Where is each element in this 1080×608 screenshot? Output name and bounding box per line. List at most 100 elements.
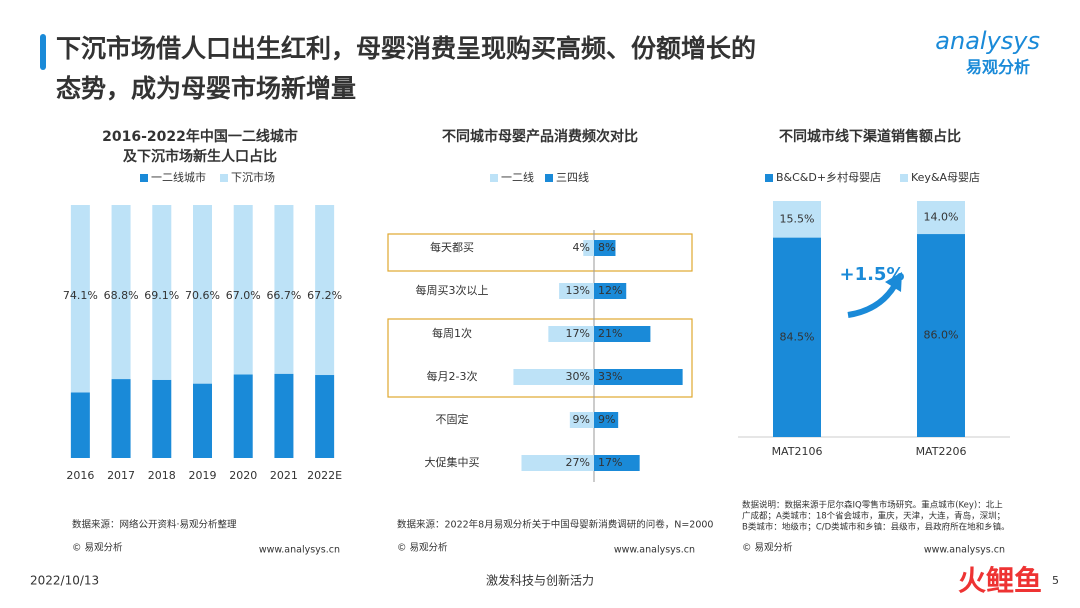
highlight-box (387, 233, 693, 272)
arrow-head (885, 272, 902, 292)
legend-swatch (900, 174, 908, 182)
legend-swatch (490, 174, 498, 182)
brand: 火鲤鱼 (958, 564, 1042, 597)
value-label: 67.2% (307, 289, 342, 302)
value-label: 74.1% (63, 289, 98, 302)
title: 下沉市场借人口出生红利，母婴消费呈现购买高频、份额增长的 (56, 34, 756, 63)
logo-cn: 易观分析 (966, 58, 1030, 77)
bar-segment (274, 205, 294, 374)
value-label: 9% (573, 413, 590, 426)
value-label: 69.1% (144, 289, 179, 302)
annotation: +1.5% (839, 264, 904, 285)
bar (594, 369, 683, 385)
highlight-box (387, 318, 693, 398)
bar-segment (917, 234, 965, 437)
category-label: 每周买3次以上 (416, 283, 489, 297)
value-label: 12% (598, 284, 622, 297)
legend-label: B&C&D+乡村母婴店 (776, 170, 881, 184)
bar (594, 455, 640, 471)
category-label: 每周1次 (432, 326, 472, 340)
legend-swatch (220, 174, 228, 182)
x-tick-label: 2017 (107, 469, 135, 482)
title-accent (40, 34, 46, 70)
value-label: 27% (566, 456, 590, 469)
value-label: 70.6% (185, 289, 220, 302)
title: 态势，成为母婴市场新增量 (56, 74, 356, 103)
legend-label: 三四线 (556, 170, 589, 184)
source: 数据来源：2022年8月易观分析关于中国母婴新消费调研的问卷，N=2000 (397, 519, 713, 531)
source: 广成都；A类城市：18个省会城市，重庆，天津，大连，青岛，深圳； (742, 511, 1005, 522)
bar (569, 412, 594, 428)
bar (594, 283, 627, 299)
value-label: 17% (566, 327, 590, 340)
bar-segment (152, 379, 172, 458)
bar (594, 240, 616, 256)
source: B类城市：地级市；C/D类城市和乡镇：县级市，县政府所在地和乡镇。 (742, 522, 1010, 533)
value-label: 21% (598, 327, 622, 340)
date: 2022/10/13 (30, 574, 99, 588)
x-tick-label: 2019 (189, 469, 217, 482)
value-label: 68.8% (104, 289, 139, 302)
bar-segment (233, 205, 253, 375)
x-tick-label: 2018 (148, 469, 176, 482)
value-label: 15.5% (780, 212, 815, 225)
logo: analysys (935, 27, 1040, 55)
x-tick-label: 2022E (307, 469, 342, 482)
bar-segment (70, 205, 90, 393)
legend-label: Key&A母婴店 (911, 170, 980, 184)
x-tick-label: 2021 (270, 469, 298, 482)
bar-segment (315, 205, 335, 376)
bar-segment (233, 374, 253, 458)
bar (513, 369, 594, 385)
bar (594, 326, 651, 342)
category-label: 每月2-3次 (427, 369, 478, 383)
website: www.analysys.cn (924, 545, 1005, 556)
bar (521, 455, 594, 471)
category-label: 每天都买 (430, 240, 474, 254)
bar-segment (70, 392, 90, 458)
page-number: 5 (1052, 574, 1059, 587)
chart-title: 2016-2022年中国一二线城市 (102, 128, 298, 145)
source: 数据来源：网络公开资料·易观分析整理 (72, 519, 237, 531)
x-tick-label: 2020 (229, 469, 257, 482)
value-label: 86.0% (924, 329, 959, 342)
value-label: 33% (598, 370, 622, 383)
website: www.analysys.cn (259, 545, 340, 556)
legend-swatch (765, 174, 773, 182)
chart-title: 不同城市母婴产品消费频次对比 (442, 128, 638, 145)
x-tick-label: MAT2206 (916, 445, 967, 458)
slogan: 激发科技与创新活力 (486, 573, 594, 588)
source: 数据说明：数据来源于尼尔森IQ零售市场研究。重点城市(Key)：北上 (742, 500, 1003, 511)
bar (548, 326, 594, 342)
value-label: 67.0% (226, 289, 261, 302)
value-label: 14.0% (924, 211, 959, 224)
legend-swatch (545, 174, 553, 182)
bar-segment (274, 373, 294, 458)
legend-label: 一二线城市 (151, 170, 206, 184)
bar-segment (315, 375, 335, 458)
value-label: 84.5% (780, 330, 815, 343)
bar (559, 283, 594, 299)
value-label: 4% (573, 241, 590, 254)
copyright: © 易观分析 (742, 542, 793, 554)
category-label: 大促集中买 (425, 455, 480, 469)
copyright: © 易观分析 (397, 542, 448, 554)
category-label: 不固定 (436, 412, 469, 426)
bar-segment (111, 379, 131, 458)
chart-title: 及下沉市场新生人口占比 (123, 148, 277, 165)
value-label: 13% (566, 284, 590, 297)
bar (594, 412, 619, 428)
bar-segment (193, 205, 212, 384)
website: www.analysys.cn (614, 545, 695, 556)
x-tick-label: MAT2106 (772, 445, 823, 458)
value-label: 17% (598, 456, 622, 469)
value-label: 8% (598, 241, 615, 254)
value-label: 30% (566, 370, 590, 383)
legend-label: 下沉市场 (231, 170, 275, 184)
legend-label: 一二线 (501, 170, 534, 184)
x-tick-label: 2016 (66, 469, 94, 482)
copyright: © 易观分析 (72, 542, 123, 554)
legend-swatch (140, 174, 148, 182)
bar-segment (152, 205, 172, 380)
